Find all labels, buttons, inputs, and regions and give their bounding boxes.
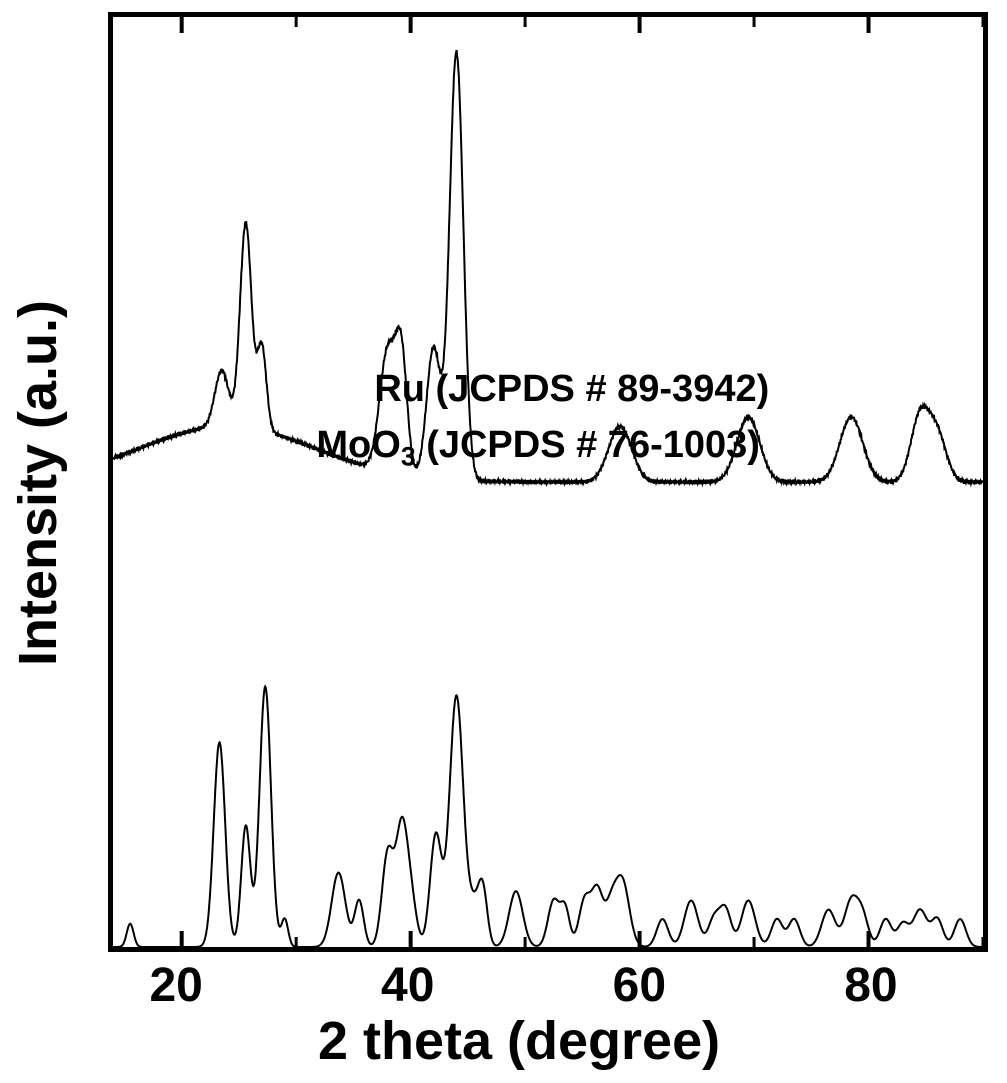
series-reference [113,687,983,947]
xrd-chart: Intensity (a.u.) 2 theta (degree) 20 40 60… [0,0,1007,1083]
annotation-1: Ru (JCPDS # 89-3942) [374,368,769,411]
x-axis-label: 2 theta (degree) [318,1010,720,1072]
x-tick-label: 20 [149,958,202,1013]
y-axis-label: Intensity (a.u.) [7,13,69,953]
x-tick-label: 80 [844,958,897,1013]
x-tick-label: 40 [381,958,434,1013]
plot-area [108,12,988,952]
series-experimental [113,50,983,484]
xrd-svg [113,17,983,947]
x-tick-label: 60 [613,958,666,1013]
annotation-0: MoO3 (JCPDS # 76-1003) [316,424,760,473]
